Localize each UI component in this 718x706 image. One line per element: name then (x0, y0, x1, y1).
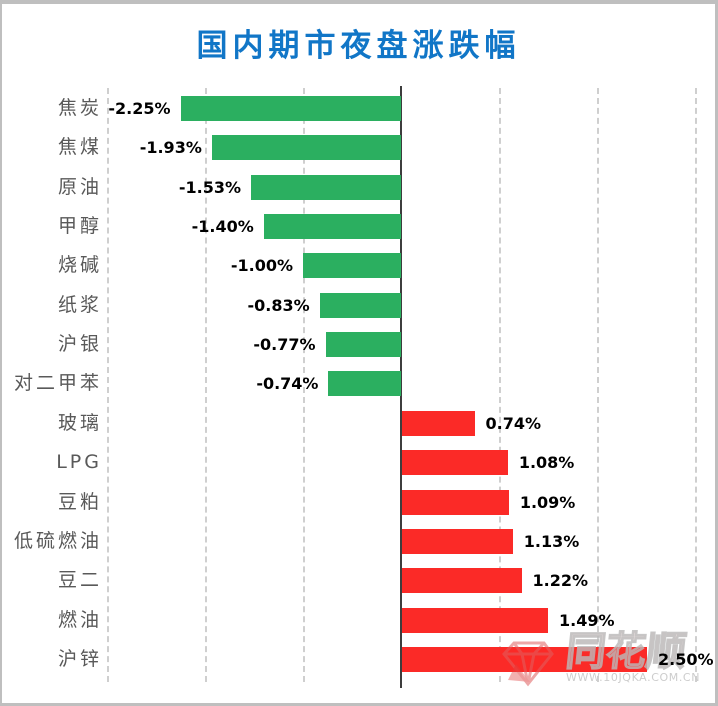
category-label: 燃油 (57, 609, 102, 631)
category-label: 烧碱 (57, 254, 102, 276)
bar (402, 490, 509, 515)
category-label: 玻璃 (57, 412, 102, 434)
value-label: -1.40% (191, 217, 254, 236)
gridline (499, 88, 501, 682)
value-label: 1.09% (519, 493, 576, 512)
bar (402, 450, 508, 475)
bar (402, 608, 549, 633)
category-label: 对二甲苯 (13, 372, 102, 394)
zero-axis-line (400, 86, 402, 688)
gridline (695, 88, 697, 682)
category-label: 焦煤 (57, 136, 102, 158)
bar (251, 175, 401, 200)
bar-chart: 焦炭 -2.25% 焦煤 -1.93% 原油 -1.53% 甲醇 -1.40% 烧碱 -1.00%… (2, 4, 715, 703)
value-label: 1.08% (518, 453, 575, 472)
bar (402, 411, 475, 436)
category-label: 甲醇 (57, 215, 102, 237)
bar (402, 647, 647, 672)
gridline (303, 88, 305, 682)
category-label: 纸浆 (57, 294, 102, 316)
bar (263, 214, 401, 239)
bar (328, 371, 401, 396)
bar (303, 253, 401, 278)
category-label: 豆粕 (57, 491, 102, 513)
bar (180, 96, 401, 121)
bar (325, 332, 401, 357)
gridline (107, 88, 109, 682)
value-label: -0.83% (247, 296, 310, 315)
value-label: -1.93% (139, 138, 202, 157)
value-label: -0.77% (253, 335, 316, 354)
category-label: 焦炭 (57, 97, 102, 119)
category-label: 沪银 (57, 333, 102, 355)
value-label: -1.00% (230, 256, 293, 275)
bar (211, 135, 401, 160)
value-label: -2.25% (108, 99, 171, 118)
bar (402, 568, 522, 593)
chart-title: 国内期市夜盘涨跌幅 (196, 28, 521, 64)
value-label: 0.74% (485, 414, 542, 433)
value-label: 1.49% (559, 611, 615, 630)
value-label: 1.22% (532, 571, 589, 590)
value-label: 2.50% (658, 650, 714, 669)
category-label: 豆二 (57, 569, 102, 591)
gridline (205, 88, 207, 682)
category-label: 低硫燃油 (13, 530, 102, 552)
bar (402, 529, 513, 554)
gridline (597, 88, 599, 682)
bar (319, 293, 401, 318)
value-label: 1.13% (523, 532, 580, 551)
value-label: -0.74% (256, 374, 319, 393)
value-label: -1.53% (178, 178, 242, 197)
category-label: LPG (56, 451, 102, 473)
category-label: 沪锌 (57, 648, 102, 670)
category-label: 原油 (57, 176, 102, 198)
